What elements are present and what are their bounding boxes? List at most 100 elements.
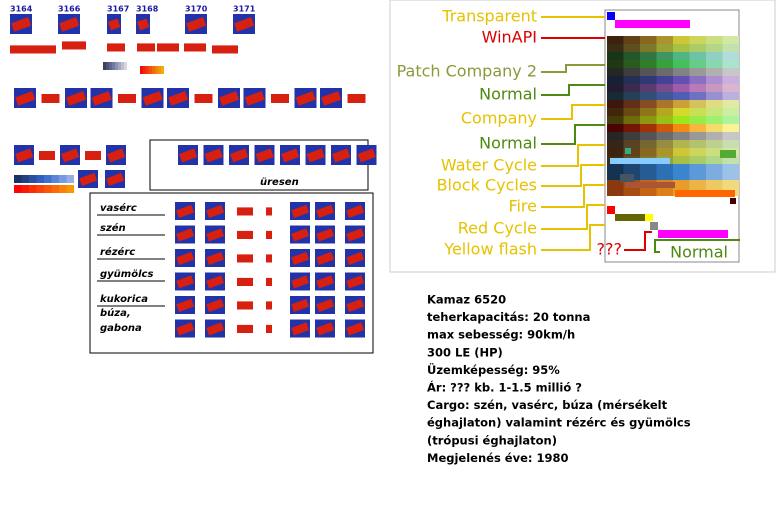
palette-cell [645, 214, 653, 221]
sprite [316, 322, 335, 336]
connector [541, 144, 605, 167]
sprite [230, 148, 249, 163]
palette-cell [623, 132, 640, 140]
sprite-id: 3171 [233, 5, 256, 14]
palette-cell [607, 92, 624, 100]
palette-cell [722, 116, 739, 124]
sprite [212, 45, 238, 54]
swatch [149, 66, 152, 74]
palette-cell [722, 36, 739, 44]
palette-cell [607, 206, 615, 214]
sprite [66, 91, 87, 106]
sprite [39, 151, 55, 160]
sprite [206, 322, 225, 336]
sprite [142, 91, 163, 106]
palette-cell [673, 108, 690, 116]
palette-cell [640, 172, 657, 180]
palette-cell [640, 84, 657, 92]
cargo-label: kukorica [100, 294, 148, 305]
palette-cell [658, 230, 728, 238]
palette-cell [607, 68, 624, 76]
palette-cell [607, 124, 624, 132]
swatch [143, 66, 146, 74]
info-line: Megjelenés éve: 1980 [427, 451, 569, 465]
palette-cell [656, 164, 673, 172]
palette-cell [673, 116, 690, 124]
sprite-id: 3164 [10, 5, 33, 14]
palette-cell [689, 148, 706, 156]
sprite [316, 204, 335, 218]
swatch [161, 66, 164, 74]
palette-label: ??? [597, 240, 622, 259]
palette-cell [689, 68, 706, 76]
palette-cell [623, 76, 640, 84]
palette-cell [689, 60, 706, 68]
palette-cell [673, 156, 690, 164]
palette-cell [673, 164, 690, 172]
palette-cell [640, 60, 657, 68]
palette-cell [640, 76, 657, 84]
palette-cell [623, 92, 640, 100]
palette-cell [722, 100, 739, 108]
palette-cell [620, 174, 634, 182]
palette-cell [640, 68, 657, 76]
palette-cell [675, 190, 735, 197]
palette-cell [656, 172, 673, 180]
palette-cell [673, 100, 690, 108]
sprite [176, 275, 195, 289]
sprite [316, 275, 335, 289]
palette-cell [607, 76, 624, 84]
empty-label: üresen [260, 177, 299, 188]
sprite [321, 91, 342, 106]
cargo-label: rézérc [100, 246, 135, 258]
sprite [332, 148, 351, 163]
swatch [44, 175, 52, 183]
palette-label: Yellow flash [443, 240, 537, 259]
palette-cell [607, 84, 624, 92]
sprite [266, 207, 272, 216]
palette-cell [656, 84, 673, 92]
palette-cell [640, 44, 657, 52]
palette-cell [722, 172, 739, 180]
swatch [106, 62, 109, 70]
palette-cell [722, 132, 739, 140]
palette-cell [706, 116, 723, 124]
palette-cell [706, 132, 723, 140]
sprite [281, 148, 300, 163]
palette-cell [640, 148, 657, 156]
palette-cell [673, 92, 690, 100]
palette-label: Transparent [441, 7, 537, 26]
palette-cell [673, 44, 690, 52]
palette-cell [650, 222, 658, 230]
palette-cell [689, 172, 706, 180]
palette-cell [673, 84, 690, 92]
sprite [61, 148, 80, 163]
sprite [357, 148, 376, 163]
sprite [316, 298, 335, 312]
sprite [316, 228, 335, 242]
palette [607, 12, 739, 238]
palette-cell [706, 100, 723, 108]
palette-cell [623, 188, 640, 196]
palette-cell [689, 36, 706, 44]
sprite [237, 277, 253, 286]
palette-cell [607, 52, 624, 60]
palette-cell [640, 132, 657, 140]
palette-cell [623, 44, 640, 52]
palette-cell [607, 100, 624, 108]
info-line: max sebesség: 90km/h [427, 328, 575, 342]
sprite [219, 91, 240, 106]
sprite [244, 91, 265, 106]
palette-cell [623, 84, 640, 92]
sprite [206, 275, 225, 289]
sprite [266, 324, 272, 333]
sprite [255, 148, 274, 163]
palette-cell [673, 52, 690, 60]
swatch [36, 175, 44, 183]
swatch [66, 185, 74, 193]
sprite [346, 204, 365, 218]
palette-cell [706, 148, 723, 156]
palette-label: Normal [479, 85, 537, 104]
sprite-id: 3166 [58, 5, 81, 14]
palette-cell [706, 60, 723, 68]
